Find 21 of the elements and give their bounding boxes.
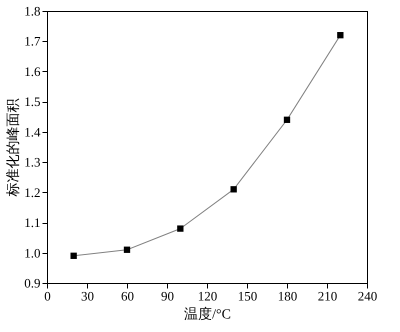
y-tick-label: 1.6 [24,64,41,79]
y-tick-label: 1.4 [24,124,41,140]
y-tick-label: 1.3 [24,154,40,170]
y-tick-label: 1.2 [24,184,40,200]
y-axis-title: 标准化的峰面积 [5,98,22,198]
y-tick-label: 1.7 [24,34,41,49]
y-tick-label: 1.0 [24,245,40,260]
x-tick-label: 150 [238,288,258,304]
x-tick-label: 90 [161,288,174,304]
x-tick-label: 60 [121,288,134,304]
x-tick-label: 210 [318,288,338,304]
x-tick-label: 120 [198,288,218,304]
x-axis-title: 温度/°C [184,306,231,322]
x-tick-label: 240 [358,288,378,304]
y-tick-label: 0.9 [24,276,40,290]
y-tick-label: 1.5 [24,94,40,110]
x-tick-label: 30 [81,288,94,304]
x-tick-label: 0 [44,288,51,304]
y-tick-label: 1.1 [24,215,40,230]
x-tick-label: 180 [278,288,298,304]
y-tick-label: 1.8 [24,4,40,18]
